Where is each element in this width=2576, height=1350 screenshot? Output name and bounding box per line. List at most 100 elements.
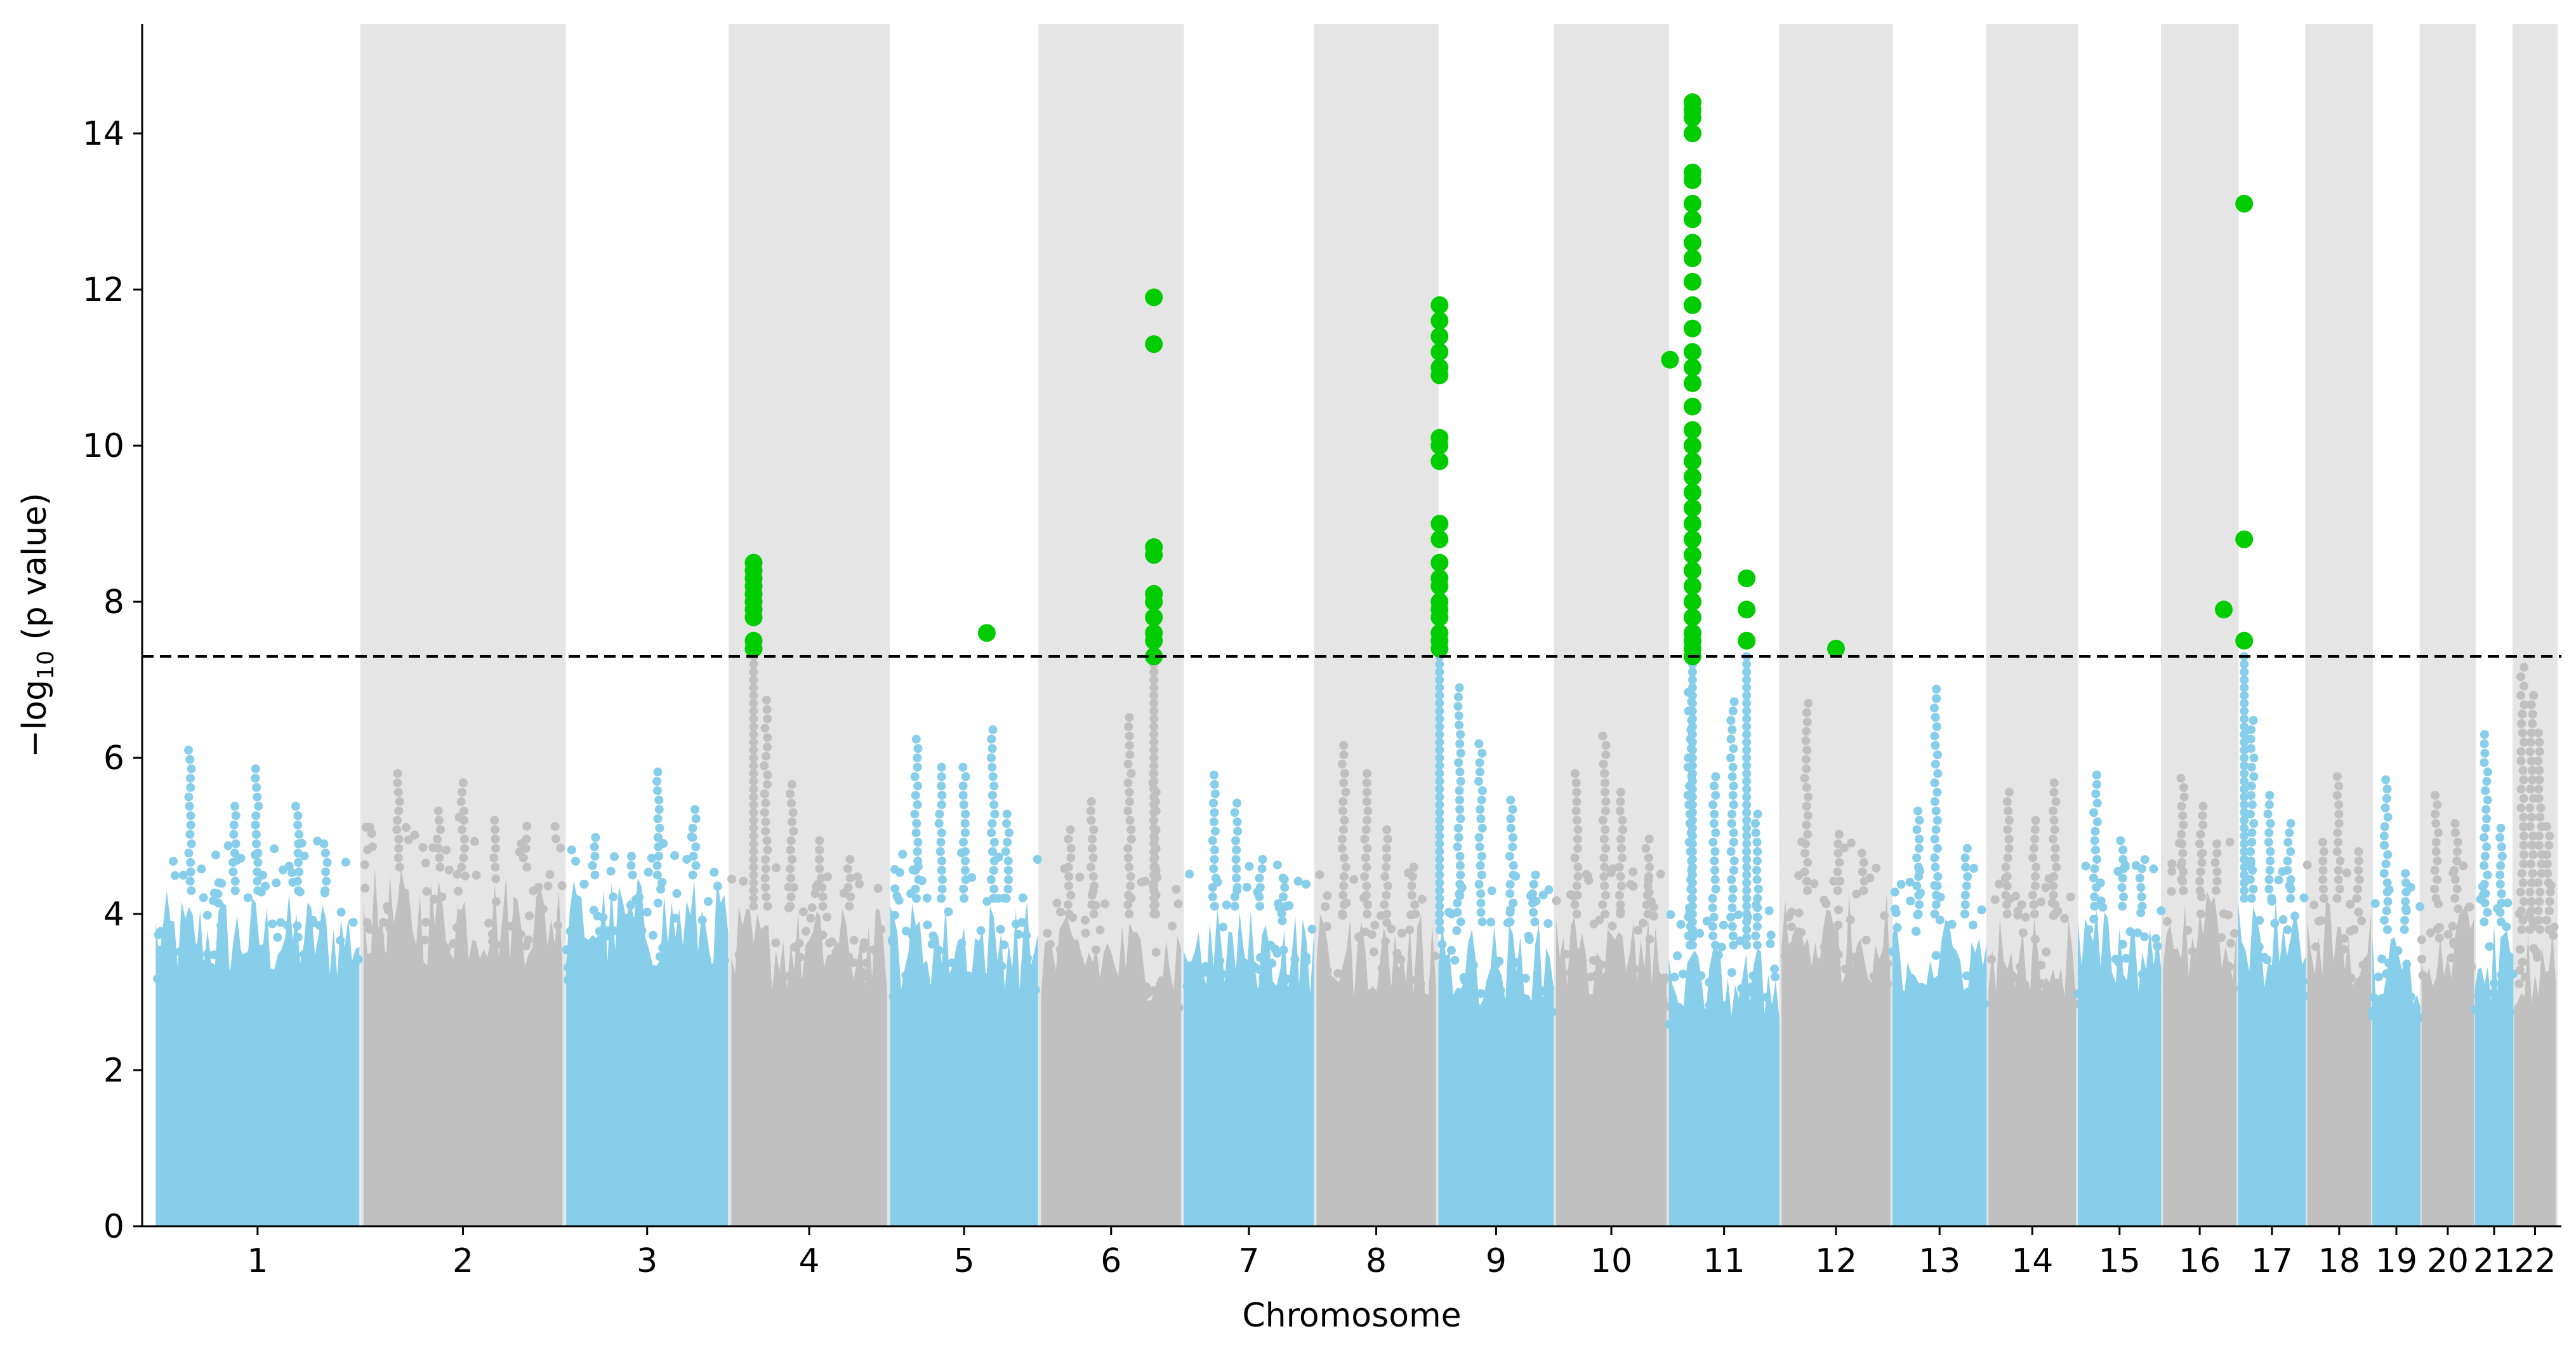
data-point [1709,819,1719,828]
data-point [2209,970,2217,979]
data-point [808,997,817,1007]
data-point [170,871,180,880]
data-point [2029,844,2038,853]
data-point [1469,960,1478,970]
data-point [1618,979,1628,988]
data-point [1278,873,1288,883]
data-point [1601,825,1610,835]
data-point [2110,996,2120,1006]
data-point [1800,867,1809,877]
data-point [2535,925,2545,934]
data-point [1932,694,1941,703]
data-point [688,870,697,880]
data-point [1149,699,1159,708]
data-point [1087,890,1097,900]
data-point [2384,958,2394,968]
data-point [433,950,443,960]
data-point [2519,831,2528,841]
data-point [1064,910,1074,919]
data-point [989,800,999,809]
data-point [1616,910,1625,919]
data-point [2497,970,2506,979]
data-point [2480,917,2489,927]
data-point [286,977,296,986]
data-point [271,975,281,984]
data-point [1742,901,1752,911]
data-point [1714,951,1723,960]
data-point [1804,967,1813,976]
data-point [2089,873,2098,883]
data-point [1742,925,1752,934]
data-point [395,863,404,872]
data-point [1455,880,1465,889]
data-point [2084,925,2094,934]
data-point [1688,784,1697,794]
data-point [1665,1020,1674,1029]
data-point [654,795,664,805]
data-point [579,880,589,889]
data-point [1124,722,1133,731]
data-point [2539,1014,2548,1023]
data-point [1599,759,1608,769]
data-point [1452,926,1462,936]
data-point [404,960,413,970]
data-point [1599,872,1609,881]
data-point [1149,714,1159,724]
data-point [2096,896,2106,906]
data-point [911,894,921,903]
data-point [1962,844,1972,853]
data-point [1753,903,1762,913]
data-point [2031,881,2040,890]
data-point [1066,844,1076,853]
data-point [270,844,279,854]
data-point [1091,945,1100,955]
data-point [911,964,921,974]
data-point [2382,969,2392,979]
significant-point [977,624,996,642]
data-point [1912,881,1922,890]
data-point [253,886,263,896]
data-point [2137,901,2147,911]
chromosome-14-points [1988,918,2077,1226]
data-point [1977,905,1986,915]
data-point [1931,713,1940,722]
data-point [2435,923,2445,932]
data-point [2525,887,2535,897]
data-point [2267,894,2276,903]
data-point [1002,809,1012,819]
data-point [2031,872,2040,881]
data-point [1571,964,1580,974]
data-point [2137,970,2147,979]
data-point [1748,971,1758,981]
data-point [2136,883,2146,892]
data-point [2535,738,2544,747]
data-point [1119,1003,1128,1012]
data-point [1508,842,1517,852]
data-point [1476,814,1486,823]
data-point [1595,1002,1604,1011]
data-point [364,957,373,967]
data-point [553,921,562,930]
data-point [2002,872,2012,881]
data-point [1742,659,1752,669]
data-point [251,830,261,839]
data-point [1361,853,1370,863]
data-point [2422,986,2432,996]
data-point [801,927,810,936]
data-point [1250,962,1259,971]
data-point [2526,784,2535,794]
data-point [1361,927,1370,937]
data-point [1729,828,1738,838]
data-point [2518,878,2528,887]
significant-point [1683,397,1701,416]
data-point [184,849,194,858]
data-point [1727,903,1737,913]
data-point [2333,828,2342,838]
data-point [1906,896,1915,906]
data-point [1455,767,1465,777]
data-point [2179,886,2188,896]
data-point [1454,758,1463,767]
data-point [2516,757,2526,765]
data-point [1804,699,1813,708]
data-point [2081,861,2091,871]
